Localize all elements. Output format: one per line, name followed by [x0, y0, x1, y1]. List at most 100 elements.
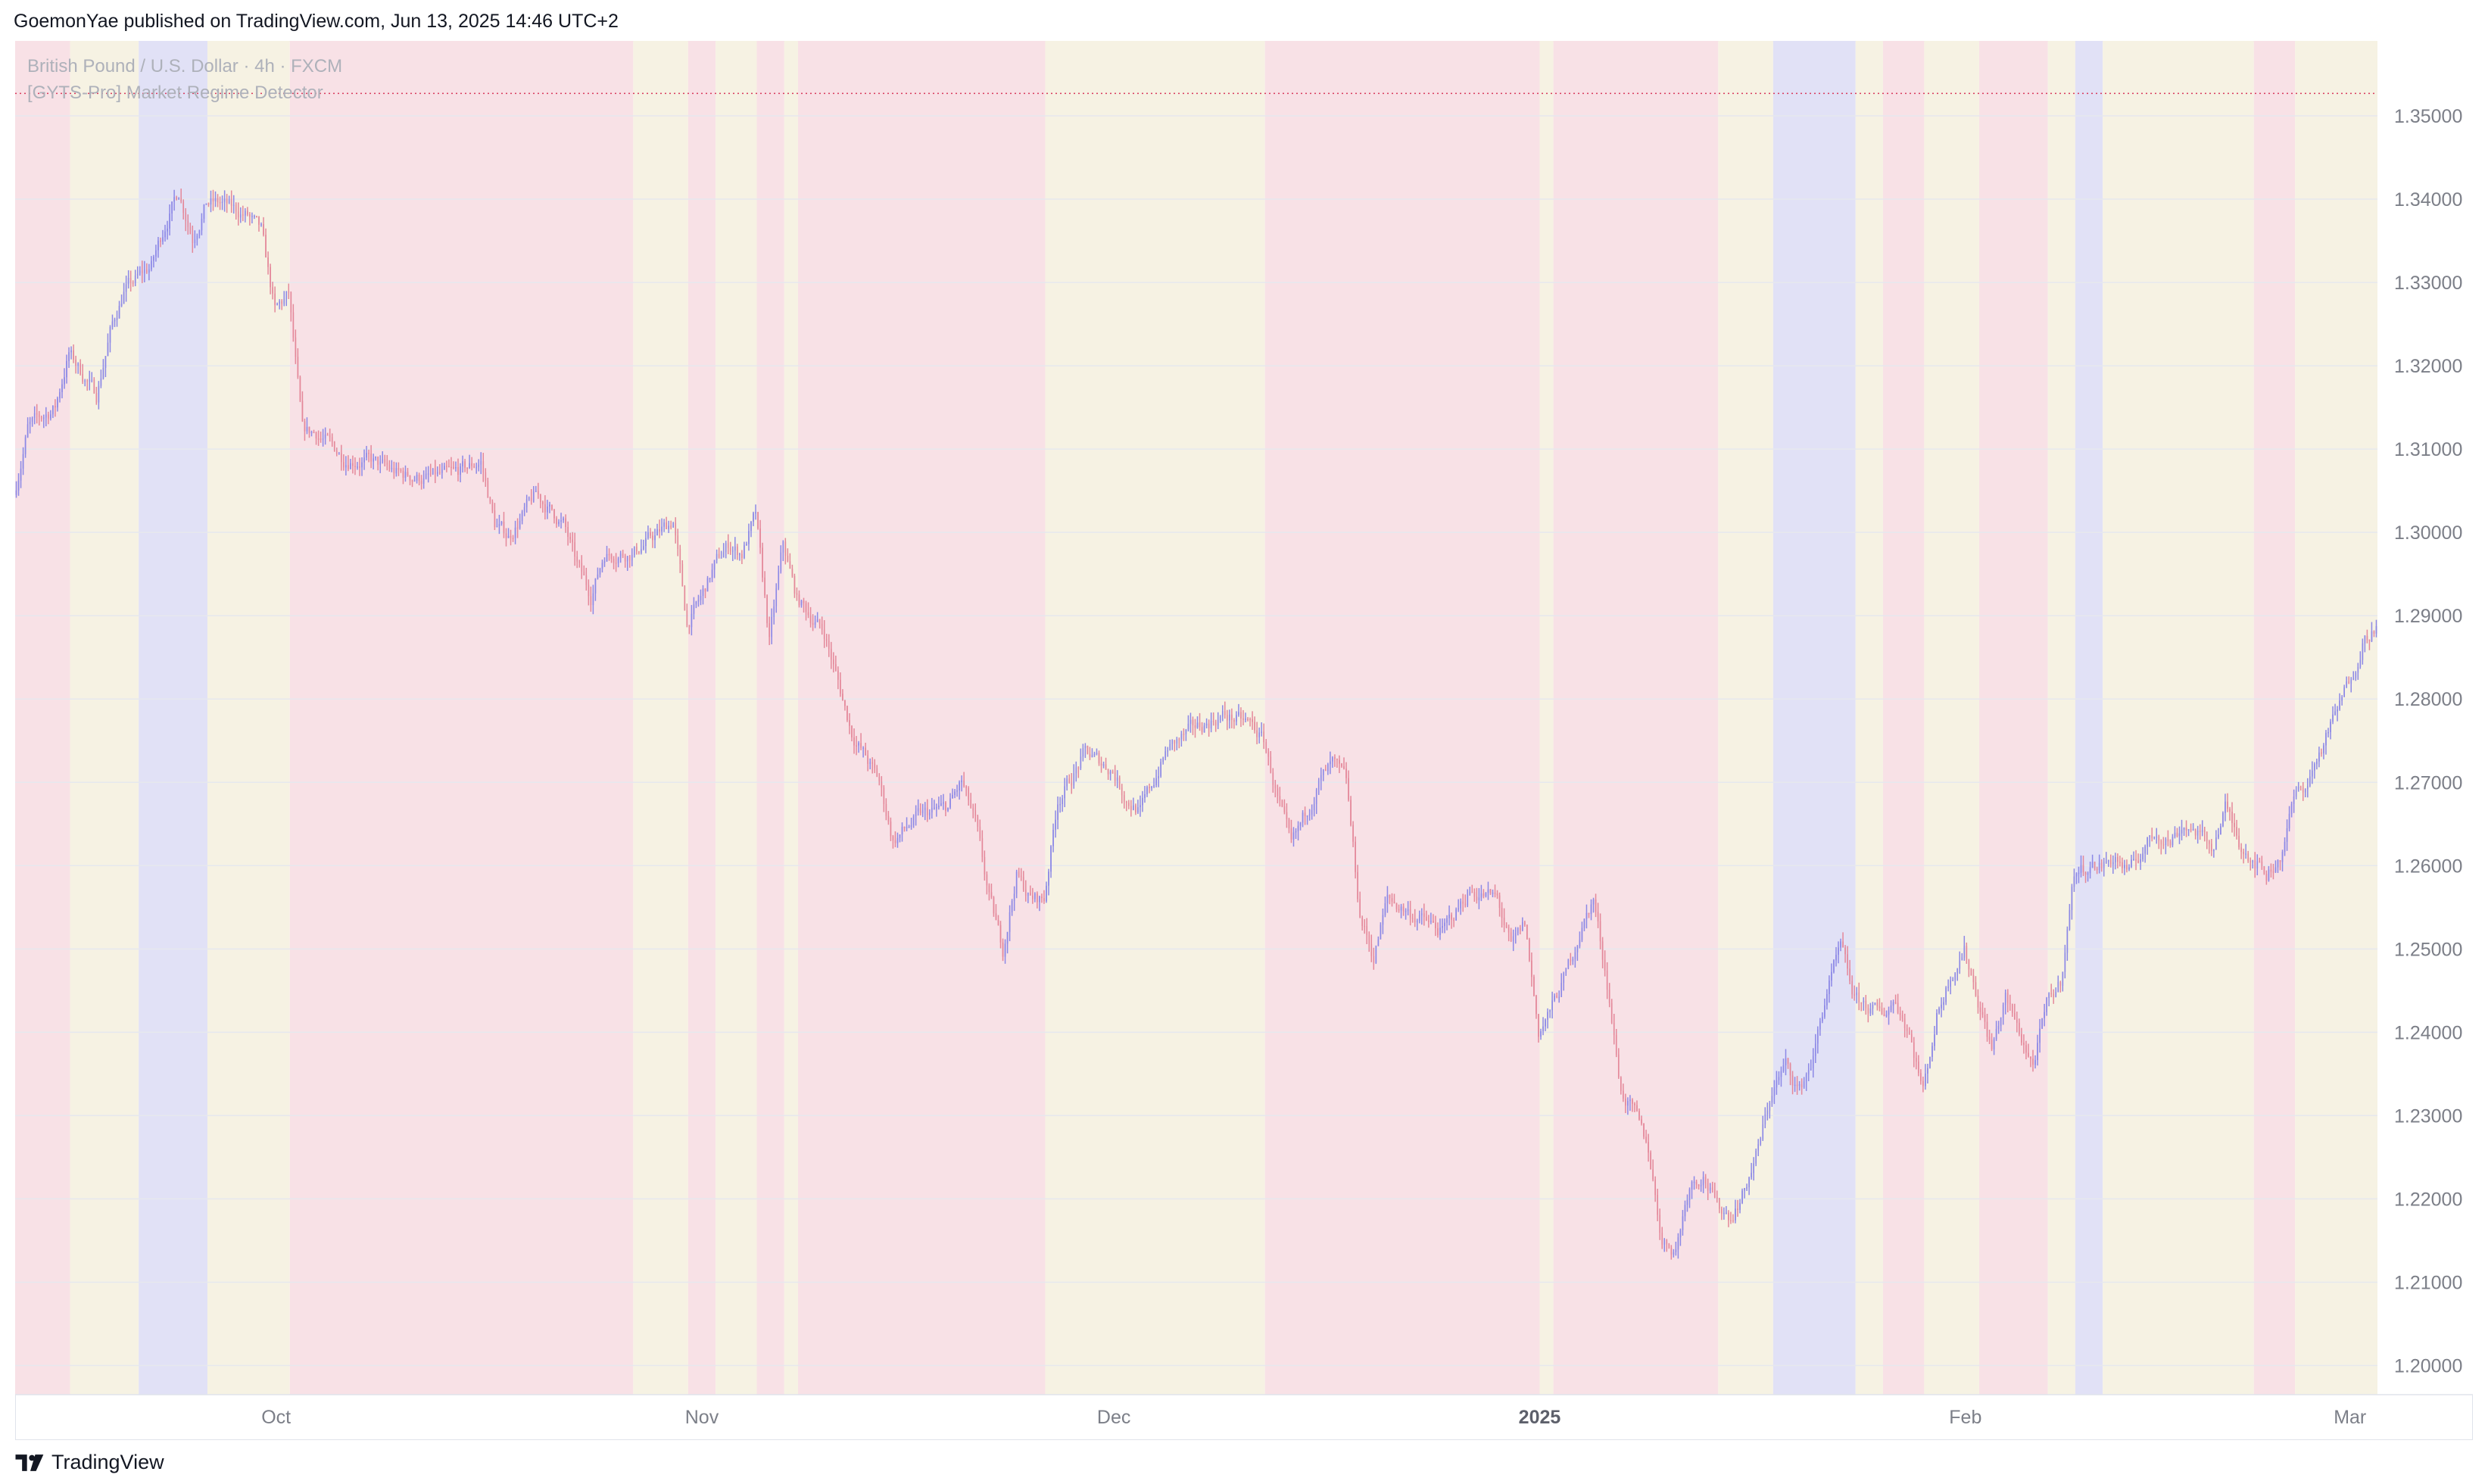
candle-up	[1735, 1199, 1736, 1224]
regime-band-yellow	[1045, 41, 1265, 1395]
candle-up	[940, 795, 942, 806]
price-tick-label: 1.23000	[2394, 1105, 2462, 1127]
candle-down	[1068, 774, 1071, 784]
candle-down	[1597, 903, 1599, 928]
candle-up	[1219, 715, 1221, 723]
candle-down	[1737, 1199, 1738, 1217]
candle-down	[1114, 765, 1116, 787]
candle-up	[1819, 1018, 1821, 1036]
candle-up	[858, 740, 859, 753]
candle-up	[1142, 790, 1143, 812]
candle-down	[729, 541, 731, 555]
candle-up	[2057, 975, 2059, 993]
candle-down	[1711, 1181, 1713, 1193]
candle-down	[1796, 1076, 1798, 1096]
time-tick-label: Oct	[261, 1407, 291, 1428]
candle-up	[1187, 715, 1189, 732]
candle-up	[98, 381, 100, 410]
candle-down	[48, 411, 49, 425]
candle-up	[203, 204, 205, 223]
candle-up	[906, 817, 908, 831]
candle-up	[52, 405, 54, 419]
candle-up	[1954, 972, 1956, 986]
candle-up	[1567, 959, 1570, 970]
candle-up	[1203, 722, 1205, 733]
regime-band-yellow	[633, 41, 688, 1395]
candle-up	[1144, 786, 1146, 803]
candle-up	[816, 612, 818, 622]
candle-up	[2288, 806, 2290, 832]
candle-up	[1011, 899, 1013, 916]
candle-down	[2053, 989, 2055, 1004]
candle-down	[1867, 1004, 1869, 1023]
candle-down	[993, 896, 995, 917]
candle-up	[1810, 1059, 1812, 1071]
candle-up	[2323, 743, 2324, 759]
regime-band-red	[1882, 41, 1925, 1395]
candle-up	[1746, 1183, 1748, 1191]
candle-up	[2178, 826, 2181, 844]
candle-down	[1077, 766, 1080, 778]
candle-down	[666, 516, 667, 529]
candle-up	[908, 825, 910, 828]
candle-down	[764, 571, 765, 598]
footer-brand[interactable]: TradingView	[15, 1451, 164, 1474]
candle-down	[2240, 843, 2242, 859]
candle-up	[2174, 826, 2176, 839]
candle-down	[1732, 1214, 1734, 1224]
candle-up	[2359, 651, 2362, 669]
candle-down	[1350, 796, 1352, 827]
candle-down	[185, 207, 187, 232]
symbol-label[interactable]: British Pound / U.S. Dollar · 4h · FXCM	[27, 56, 343, 76]
candle-up	[196, 233, 198, 246]
price-axis[interactable]: 1.35000 1.34000 1.33000 1.32000 1.31000 1.300…	[2377, 41, 2473, 1395]
candle-up	[597, 567, 599, 580]
candle-up	[1753, 1157, 1754, 1181]
candle-up	[1762, 1115, 1764, 1141]
candle-down	[844, 700, 846, 711]
candle-up	[2131, 854, 2132, 868]
candle-up	[936, 803, 937, 817]
candle-up	[102, 359, 104, 380]
candle-up	[239, 207, 242, 223]
candle-up	[2044, 1003, 2045, 1027]
candle-down	[610, 553, 613, 563]
candle-up	[1164, 746, 1167, 761]
candle-up	[432, 468, 434, 475]
candle-down	[249, 212, 251, 226]
candle-down	[2158, 834, 2160, 850]
candle-down	[343, 454, 345, 471]
candle-up	[862, 746, 864, 758]
candle-up	[2222, 811, 2224, 828]
time-axis[interactable]: Oct Nov Dec 2025 Feb Mar	[15, 1394, 2473, 1428]
candle-down	[1981, 1002, 1984, 1018]
candle-up	[560, 513, 562, 528]
candle-up	[1769, 1100, 1771, 1119]
price-tick-label: 1.28000	[2394, 689, 2462, 710]
candle-down	[624, 553, 626, 568]
candle-up	[2115, 853, 2116, 870]
candle-down	[856, 736, 857, 756]
indicator-label[interactable]: [GYTS-Pro] Market Regime Detector	[27, 83, 323, 103]
time-tick-label: Mar	[2334, 1407, 2366, 1428]
candle-down	[1668, 1242, 1670, 1249]
candle-down	[1984, 1008, 1986, 1029]
candle-down	[1364, 918, 1366, 934]
candle-up	[1863, 997, 1865, 1011]
candle-down	[446, 460, 447, 472]
candle-down	[1428, 915, 1430, 928]
candle-up	[755, 504, 756, 520]
candle-down	[1224, 701, 1226, 719]
candle-down	[267, 251, 269, 275]
candle-up	[1547, 1008, 1548, 1029]
candle-down	[974, 803, 977, 822]
candle-up	[521, 510, 523, 525]
candle-up	[647, 525, 649, 540]
candle-up	[279, 299, 281, 310]
candle-up	[379, 455, 382, 473]
candle-up	[194, 230, 196, 248]
candle-up	[1375, 945, 1377, 965]
candle-down	[1878, 998, 1881, 1012]
candle-down	[2160, 839, 2162, 855]
